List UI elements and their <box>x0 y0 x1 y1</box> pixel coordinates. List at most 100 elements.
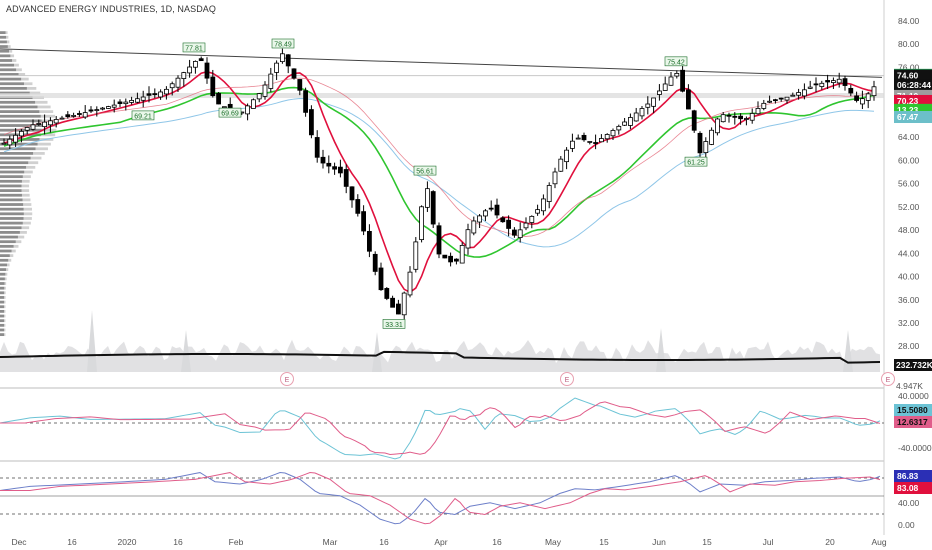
volume-profile-bar <box>0 100 36 104</box>
volume-profile-bar <box>4 277 7 281</box>
volume-profile-bar <box>0 263 8 267</box>
volume-profile-bar <box>4 328 6 332</box>
volume-profile-bar <box>0 77 22 81</box>
price-tag-bg <box>894 79 932 92</box>
candle <box>332 166 338 170</box>
macd-tag: 15.5080 <box>894 404 932 416</box>
candle <box>517 229 523 238</box>
price-tick-label: 28.00 <box>898 341 920 351</box>
time-axis-label: 15 <box>702 537 712 547</box>
volume-profile-bar <box>0 309 5 313</box>
candle <box>146 93 152 96</box>
candle <box>424 188 430 208</box>
price-tick-label: 52.00 <box>898 202 920 212</box>
annotation-box <box>664 56 688 67</box>
candle <box>407 271 413 296</box>
volume-profile-bar <box>0 198 23 202</box>
candle <box>593 142 598 144</box>
candle <box>738 115 743 120</box>
price-tick-label: 64.00 <box>898 132 920 142</box>
volume-profile-bar <box>0 193 22 197</box>
candle <box>471 220 477 234</box>
annotation-box <box>271 38 295 49</box>
candle <box>274 62 280 73</box>
volume-profile-bar <box>0 59 13 62</box>
price-tag-label: 70.23 <box>897 96 919 106</box>
candle <box>778 97 784 100</box>
volume-profile-bar <box>11 249 16 253</box>
volume-profile-bar <box>0 277 5 281</box>
volume-profile-bar <box>39 110 54 113</box>
volume-profile-bar <box>0 86 27 90</box>
candle <box>152 93 158 96</box>
candle <box>140 96 146 101</box>
price-tick-label: 56.00 <box>898 179 920 189</box>
candle <box>523 222 529 229</box>
swing-annotation: 78.49 <box>271 38 295 49</box>
candle <box>82 112 88 118</box>
candle <box>198 58 204 62</box>
candle <box>13 134 19 143</box>
volume-profile-bar <box>23 207 32 211</box>
annotation-text: 61.25 <box>687 160 705 167</box>
volume-profile-bar <box>15 240 22 244</box>
annotation-text: 77.81 <box>185 45 203 52</box>
candle <box>575 137 581 140</box>
candle <box>262 84 268 97</box>
volume-profile-bar <box>5 31 8 35</box>
volume-profile-bar <box>4 282 7 285</box>
candle <box>825 80 830 83</box>
macd-tick-label: -40.0000 <box>898 443 932 453</box>
candle <box>761 102 767 109</box>
candle <box>668 76 674 86</box>
volume-profile-bar <box>0 152 34 155</box>
candle <box>175 77 181 88</box>
candle <box>349 186 355 201</box>
volume-profile-bar <box>4 333 6 337</box>
volume-profile-bar <box>4 305 6 309</box>
candle <box>622 121 627 126</box>
candle <box>413 241 419 270</box>
volume-profile-bar <box>35 147 48 151</box>
annotation-text: 75.42 <box>667 59 685 66</box>
trendline <box>0 48 883 78</box>
volume-profile-bar <box>0 184 22 188</box>
candle <box>784 96 790 101</box>
time-axis-label: 16 <box>173 537 183 547</box>
volume-profile-bar <box>0 286 5 290</box>
time-axis-label: 16 <box>67 537 77 547</box>
volume-profile-bar <box>0 110 40 113</box>
volume-profile-bar <box>0 296 5 299</box>
volume-profile-bar <box>4 300 6 304</box>
volume-profile-bar <box>0 82 25 86</box>
volume-profile-bar <box>0 73 19 76</box>
volume-profile-bar <box>0 212 24 216</box>
candle <box>42 121 47 128</box>
price-tag-bg <box>894 111 932 124</box>
volume-profile-bar <box>9 49 13 53</box>
candle <box>65 114 71 118</box>
volume-profile-bar <box>23 212 33 216</box>
candle <box>587 141 593 143</box>
earnings-circle <box>280 372 294 386</box>
candle <box>111 104 117 108</box>
candle <box>320 156 326 164</box>
candle <box>848 87 854 94</box>
candle <box>860 98 865 105</box>
volume-profile-bar <box>4 319 6 323</box>
volume-profile-bar <box>16 68 22 72</box>
volume-profile-bar <box>0 142 38 146</box>
volume-profile-bar <box>0 207 24 211</box>
volume-profile-bar <box>21 193 30 197</box>
volume-profile-bar <box>0 249 12 253</box>
candle <box>204 62 210 79</box>
volume-profile-bar <box>6 268 9 271</box>
volume-profile-bar <box>0 235 18 239</box>
candle <box>628 117 633 126</box>
candle <box>639 108 645 117</box>
volume-profile-bar <box>0 333 5 337</box>
candle <box>494 204 500 216</box>
candle <box>361 211 367 232</box>
volume-profile-bar <box>42 124 57 127</box>
